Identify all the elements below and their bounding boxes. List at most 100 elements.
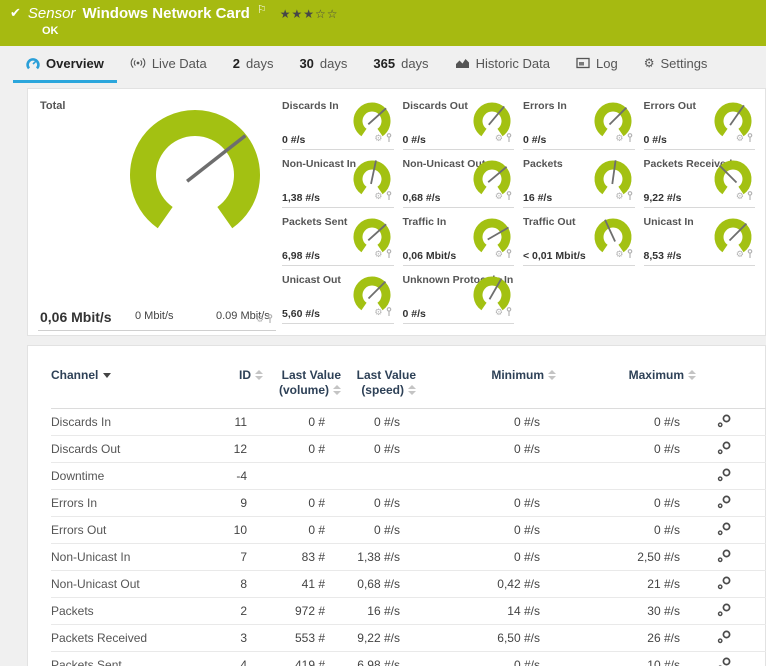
channel-settings-icon[interactable] (716, 414, 733, 432)
cell-id: 4 (211, 651, 263, 666)
channel-gauge-value: 0 #/s (643, 134, 667, 146)
gauge-settings-icon[interactable]: ⚙ (494, 191, 503, 202)
channel-settings-icon[interactable] (716, 522, 733, 540)
gauge-pin-icon[interactable] (746, 130, 754, 148)
flag-icon[interactable]: ⚐ (256, 3, 267, 16)
gauge-settings-icon[interactable]: ⚙ (494, 133, 503, 144)
channel-settings-icon[interactable] (716, 441, 733, 459)
channel-settings-icon[interactable] (716, 549, 733, 567)
cell-last-value-volume: 419 # (263, 651, 341, 666)
channel-gauge-label: Packets (523, 158, 563, 170)
channel-gauge (350, 102, 394, 145)
cell-last-value-speed: 0,68 #/s (341, 570, 416, 598)
cell-minimum: 0 #/s (416, 408, 556, 436)
cell-channel[interactable]: Non-Unicast Out (51, 570, 211, 598)
gauge-settings-icon[interactable]: ⚙ (615, 249, 624, 260)
channel-gauges-grid: Discards In 0 #/s ⚙ Discards Out 0 #/s ⚙… (280, 89, 765, 335)
header-col-lv-volume[interactable]: Last Value (volume) (263, 359, 341, 409)
gauge-settings-icon[interactable]: ⚙ (494, 249, 503, 260)
channel-row[interactable]: Packets Sent 4 419 # 6,98 #/s 0 #/s 10 #… (51, 651, 766, 666)
cell-channel[interactable]: Packets Sent (51, 651, 211, 666)
tab-icon: ⚙ (643, 56, 655, 70)
gauge-pin-icon[interactable] (505, 188, 513, 206)
gauge-pin-icon[interactable] (626, 188, 634, 206)
gauge-pin-icon[interactable] (385, 246, 393, 264)
channel-settings-icon[interactable] (716, 576, 733, 594)
channel-settings-icon[interactable] (716, 657, 733, 666)
priority-stars[interactable]: ★★★☆☆ (279, 6, 339, 21)
channel-gauge-value: 0,06 Mbit/s (402, 250, 457, 262)
cell-last-value-volume: 0 # (263, 408, 341, 436)
channel-row[interactable]: Packets Received 3 553 # 9,22 #/s 6,50 #… (51, 624, 766, 652)
gauge-pin-icon[interactable] (746, 246, 754, 264)
tab-historic-data[interactable]: Historic Data (442, 46, 563, 83)
channel-row[interactable]: Non-Unicast In 7 83 # 1,38 #/s 0 #/s 2,5… (51, 543, 766, 571)
gauge-settings-icon[interactable]: ⚙ (735, 249, 744, 260)
header-col-min[interactable]: Minimum (416, 359, 556, 409)
channel-row[interactable]: Discards Out 12 0 # 0 #/s 0 #/s 0 #/s (51, 435, 766, 463)
gauge-pin-icon[interactable] (505, 130, 513, 148)
channel-gauge-value: 0 #/s (282, 134, 306, 146)
channel-row[interactable]: Packets 2 972 # 16 #/s 14 #/s 30 #/s (51, 597, 766, 625)
tab-overview[interactable]: Overview (13, 46, 117, 83)
channel-row[interactable]: Downtime -4 (51, 462, 766, 490)
channel-settings-icon[interactable] (716, 630, 733, 648)
cell-channel[interactable]: Discards Out (51, 435, 211, 463)
channel-row[interactable]: Errors In 9 0 # 0 #/s 0 #/s 0 #/s (51, 489, 766, 517)
gauge-pin-icon[interactable] (505, 304, 513, 322)
gauge-divider (282, 265, 394, 266)
cell-channel[interactable]: Errors In (51, 489, 211, 517)
gauge-settings-icon[interactable]: ⚙ (255, 314, 264, 325)
tab-settings[interactable]: ⚙ Settings (631, 46, 721, 83)
channel-gauge-label: Traffic Out (523, 216, 576, 228)
gauge-pin-icon[interactable] (746, 188, 754, 206)
cell-channel[interactable]: Non-Unicast In (51, 543, 211, 571)
tab-log[interactable]: Log (563, 46, 631, 83)
gauge-pin-icon[interactable] (626, 246, 634, 264)
tab-365-days[interactable]: 365 days (360, 46, 441, 83)
gauge-pin-icon[interactable] (385, 304, 393, 322)
gauge-divider (523, 207, 635, 208)
channel-gauge (350, 276, 394, 319)
channel-settings-icon[interactable] (716, 468, 733, 486)
channel-row[interactable]: Errors Out 10 0 # 0 #/s 0 #/s 0 #/s (51, 516, 766, 544)
channel-settings-icon[interactable] (716, 603, 733, 621)
gauge-settings-icon[interactable]: ⚙ (494, 307, 503, 318)
gauge-pin-icon[interactable] (266, 311, 274, 329)
gauge-pin-icon[interactable] (505, 246, 513, 264)
channel-gauge-cell: Errors In 0 #/s ⚙ (523, 99, 635, 155)
channel-gauge-label: Packets Sent (282, 216, 348, 228)
cell-channel[interactable]: Packets Received (51, 624, 211, 652)
gauge-settings-icon[interactable]: ⚙ (374, 133, 383, 144)
channel-row[interactable]: Non-Unicast Out 8 41 # 0,68 #/s 0,42 #/s… (51, 570, 766, 598)
gauge-settings-icon[interactable]: ⚙ (374, 191, 383, 202)
gauge-pin-icon[interactable] (385, 130, 393, 148)
channel-settings-icon[interactable] (716, 495, 733, 513)
gauge-settings-icon[interactable]: ⚙ (735, 133, 744, 144)
header-col-lv-speed[interactable]: Last Value (speed) (341, 359, 416, 409)
gauge-settings-icon[interactable]: ⚙ (615, 133, 624, 144)
tab-2-days[interactable]: 2 days (220, 46, 287, 83)
cell-channel[interactable]: Downtime (51, 462, 211, 490)
channel-gauge-value: 9,22 #/s (643, 192, 682, 204)
gauge-settings-icon[interactable]: ⚙ (735, 191, 744, 202)
tab-label: Settings (660, 55, 708, 71)
total-gauge-value: 0,06 Mbit/s (40, 309, 112, 325)
header-col-channel[interactable]: Channel (51, 359, 211, 409)
tab-live-data[interactable]: Live Data (117, 46, 220, 83)
cell-channel[interactable]: Discards In (51, 408, 211, 436)
channel-row[interactable]: Discards In 11 0 # 0 #/s 0 #/s 0 #/s (51, 408, 766, 436)
header-col-id[interactable]: ID (211, 359, 263, 409)
tab-label: days (319, 55, 348, 71)
tab-30-days[interactable]: 30 days (286, 46, 360, 83)
gauge-settings-icon[interactable]: ⚙ (374, 249, 383, 260)
sort-icon (688, 369, 696, 380)
gauge-settings-icon[interactable]: ⚙ (374, 307, 383, 318)
gauge-pin-icon[interactable] (626, 130, 634, 148)
gauge-settings-icon[interactable]: ⚙ (615, 191, 624, 202)
cell-channel[interactable]: Errors Out (51, 516, 211, 544)
cell-channel[interactable]: Packets (51, 597, 211, 625)
header-col-max[interactable]: Maximum (556, 359, 696, 409)
channel-gauge-label: Errors Out (643, 100, 697, 112)
gauge-pin-icon[interactable] (385, 188, 393, 206)
